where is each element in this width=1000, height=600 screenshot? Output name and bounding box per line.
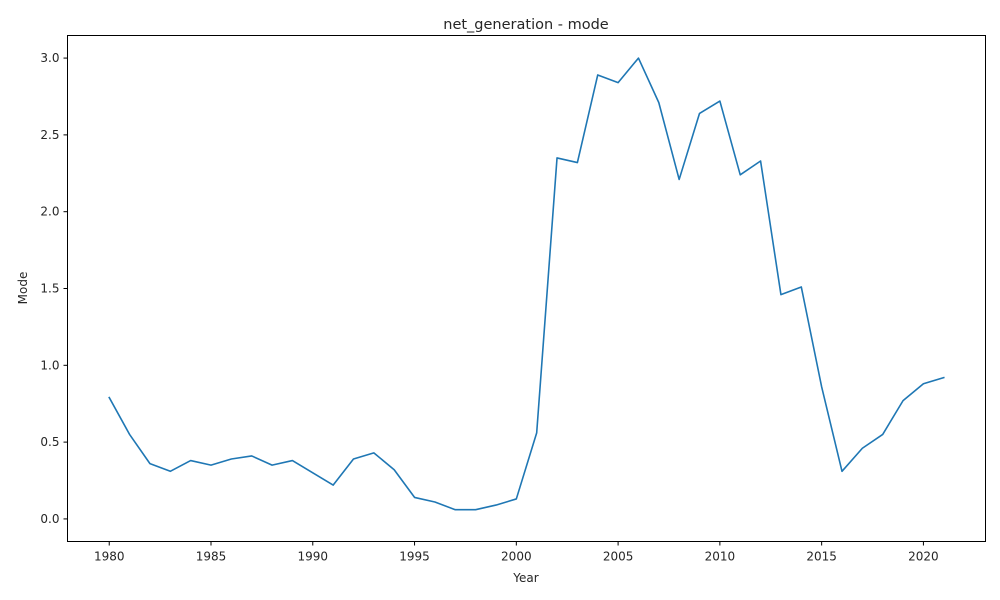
x-tick-label: 1995 [399,550,430,564]
x-tick-label: 1985 [196,550,227,564]
y-axis-label: Mode [16,272,30,305]
x-tick-label: 2005 [603,550,634,564]
x-tick-label: 2015 [806,550,837,564]
y-tick-label: 0.0 [40,512,59,526]
y-tick-label: 1.5 [40,282,59,296]
x-axis: 1980 1985 1990 1995 2000 2005 2010 2015 2020 [94,541,939,564]
y-tick-label: 3.0 [40,51,59,65]
x-tick-label: 2010 [705,550,736,564]
series-layer [108,57,945,511]
y-tick-label: 2.0 [40,205,59,219]
chart-title: net_generation - mode [443,17,609,33]
series-line-mode [108,57,945,511]
x-tick-label: 1990 [298,550,329,564]
y-tick-label: 2.5 [40,128,59,142]
y-tick-label: 1.0 [40,358,59,372]
x-tick-label: 2000 [501,550,532,564]
y-axis: 0.0 0.5 1.0 1.5 2.0 2.5 3.0 [40,51,68,526]
x-tick-label: 2020 [908,550,939,564]
x-tick-label: 1980 [94,550,125,564]
x-axis-label: Year [512,571,538,585]
y-tick-label: 0.5 [40,435,59,449]
